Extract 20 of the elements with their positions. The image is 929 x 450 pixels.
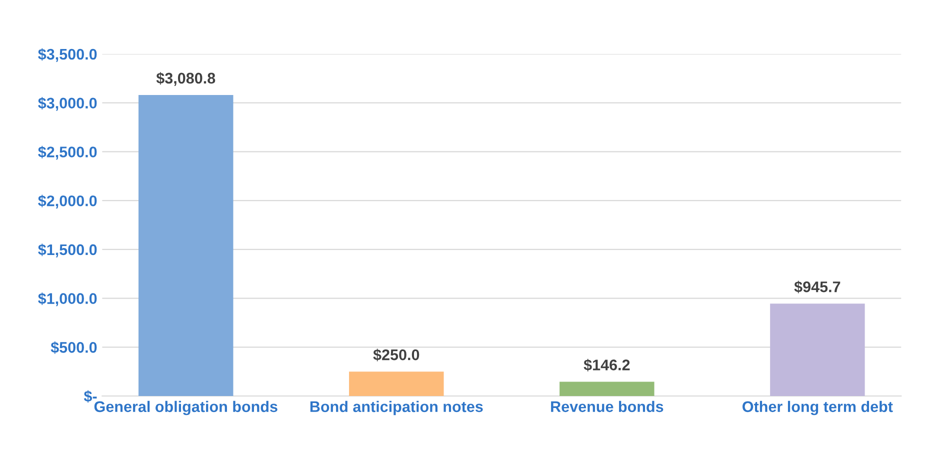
y-tick-label: $2,000.0 bbox=[38, 194, 97, 208]
y-tick-label: $3,500.0 bbox=[38, 48, 97, 62]
data-label: $250.0 bbox=[373, 348, 420, 362]
data-label: $945.7 bbox=[794, 280, 840, 294]
x-tick-label: Bond anticipation notes bbox=[310, 400, 483, 416]
y-tick-label: $- bbox=[84, 390, 97, 403]
bar bbox=[770, 304, 865, 396]
x-tick-label: Other long term debt bbox=[742, 400, 893, 416]
y-tick-label: $3,000.0 bbox=[38, 97, 97, 111]
y-tick-label: $500.0 bbox=[50, 341, 97, 354]
y-tick-label: $2,500.0 bbox=[38, 146, 97, 160]
x-tick-label: General obligation bonds bbox=[94, 400, 278, 416]
y-tick-label: $1,000.0 bbox=[38, 292, 97, 306]
data-label: $3,080.8 bbox=[156, 72, 216, 86]
x-tick-label: Revenue bonds bbox=[551, 400, 664, 412]
bar bbox=[349, 372, 444, 396]
data-label: $146.2 bbox=[584, 358, 630, 372]
y-tick-label: $1,500.0 bbox=[38, 244, 97, 258]
bar bbox=[138, 94, 234, 396]
bar bbox=[560, 382, 654, 396]
